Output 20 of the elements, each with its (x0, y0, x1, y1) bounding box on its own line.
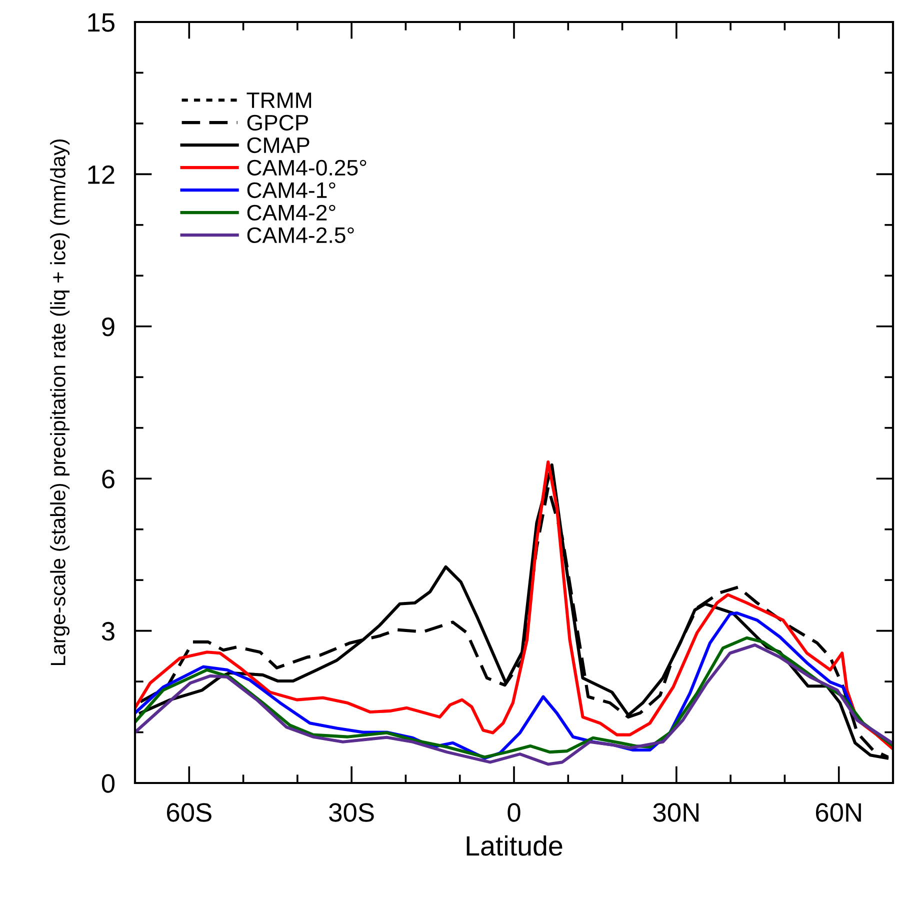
legend-label: GPCP (247, 114, 308, 131)
x-tick-label: 0 (508, 803, 520, 822)
legend-label: TRMM (246, 92, 312, 108)
y-tick-label: 0 (102, 774, 115, 793)
legend-label: CMAP (247, 137, 310, 154)
y-tick-label: 6 (102, 470, 114, 488)
x-tick-label: 30S (329, 803, 374, 822)
y-tick-label: 15 (88, 13, 114, 32)
y-tick-label: 9 (102, 318, 114, 336)
y-tick-label: 12 (88, 165, 114, 184)
x-axis-title: Latitude (466, 835, 562, 856)
y-tick-label: 3 (102, 622, 114, 641)
y-axis-title: Large-scale (stable) precipitation rate (liq + ice) (mm/day) (50, 140, 70, 666)
x-tick-label: 60N (816, 803, 861, 822)
legend-label: CAM4-2° (247, 204, 336, 221)
legend-label: CAM4-2.5° (247, 227, 354, 244)
x-tick-label: 30N (653, 803, 698, 822)
legend-label: CAM4-1° (247, 182, 336, 198)
legend-label: CAM4-0.25° (247, 160, 366, 176)
x-tick-label: 60S (167, 803, 212, 822)
